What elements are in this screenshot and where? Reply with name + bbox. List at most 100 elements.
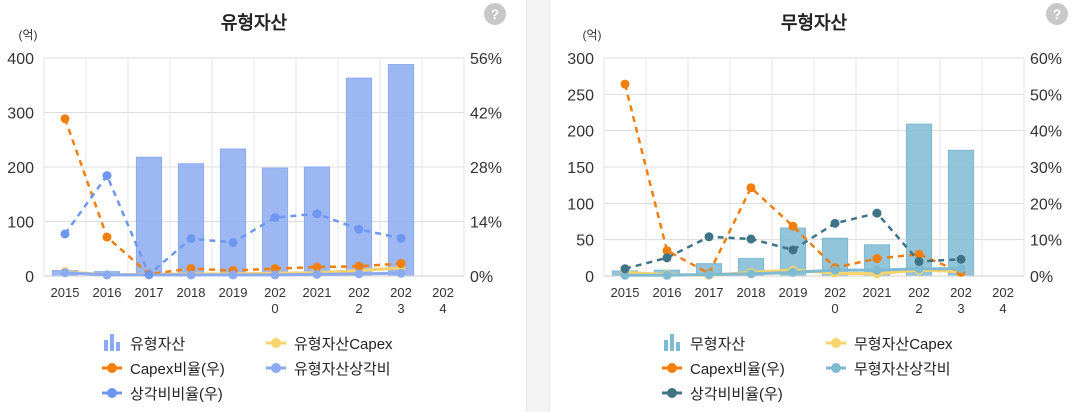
y-right-tick-label: 0% bbox=[1030, 269, 1053, 286]
data-point[interactable] bbox=[396, 259, 406, 269]
data-point[interactable] bbox=[704, 270, 714, 280]
intangible-assets-chart-panel: 무형자산 (억) 0 50 100 150 200 250 300 0% 10% 20% 30% 40% 5… bbox=[550, 0, 1076, 412]
legend-marker-icon bbox=[107, 363, 117, 373]
x-tick-label: 2016 bbox=[93, 285, 122, 300]
data-point[interactable] bbox=[102, 232, 112, 242]
data-point[interactable] bbox=[270, 270, 280, 280]
data-point[interactable] bbox=[354, 224, 364, 234]
legend-label: 유형자산 bbox=[130, 336, 185, 353]
x-tick-label: 2019 bbox=[779, 285, 808, 300]
data-point[interactable] bbox=[662, 253, 672, 263]
bar[interactable] bbox=[303, 166, 331, 277]
data-point[interactable] bbox=[914, 264, 924, 274]
y-tick-label: 100 bbox=[567, 196, 594, 213]
data-point[interactable] bbox=[956, 254, 966, 264]
x-tick-label: 202 2 bbox=[908, 285, 930, 316]
x-tick-label: 2017 bbox=[695, 285, 724, 300]
data-point[interactable] bbox=[788, 221, 798, 231]
data-point[interactable] bbox=[354, 261, 364, 271]
y-tick-label: 200 bbox=[7, 160, 34, 177]
legend-bar-icon bbox=[670, 334, 674, 351]
data-point[interactable] bbox=[228, 238, 238, 248]
data-point[interactable] bbox=[788, 267, 798, 277]
y-right-tick-label: 20% bbox=[1030, 196, 1062, 213]
x-tick-label: 2018 bbox=[737, 285, 766, 300]
data-point[interactable] bbox=[620, 79, 630, 89]
y-tick-label: 300 bbox=[567, 51, 594, 68]
chart-title: 무형자산 bbox=[781, 13, 848, 33]
data-point[interactable] bbox=[186, 234, 196, 244]
data-point[interactable] bbox=[396, 233, 406, 243]
bar[interactable] bbox=[345, 77, 373, 277]
series-line bbox=[623, 83, 962, 276]
x-tick-label: 2021 bbox=[863, 285, 892, 300]
data-point[interactable] bbox=[312, 262, 322, 272]
legend-label: 유형자산상각비 bbox=[294, 361, 391, 378]
x-tick-label: 202 3 bbox=[390, 285, 412, 316]
data-point[interactable] bbox=[746, 269, 756, 279]
legend-item[interactable]: 무형자산 bbox=[664, 334, 745, 353]
data-point[interactable] bbox=[186, 264, 196, 274]
data-point[interactable] bbox=[788, 245, 798, 255]
legend-item[interactable]: 무형자산상각비 bbox=[826, 361, 951, 378]
legend-item[interactable]: Capex비율(우) bbox=[102, 361, 225, 378]
data-point[interactable] bbox=[662, 270, 672, 280]
legend-item[interactable]: 유형자산Capex bbox=[266, 336, 393, 353]
data-point[interactable] bbox=[270, 213, 280, 223]
bar[interactable] bbox=[177, 163, 205, 277]
data-point[interactable] bbox=[620, 264, 630, 274]
legend-marker-icon bbox=[831, 363, 841, 373]
data-point[interactable] bbox=[186, 270, 196, 280]
x-tick-label: 202 4 bbox=[432, 285, 454, 316]
data-point[interactable] bbox=[60, 229, 70, 239]
data-point[interactable] bbox=[914, 256, 924, 266]
data-point[interactable] bbox=[396, 268, 406, 278]
data-point[interactable] bbox=[872, 254, 882, 264]
data-point[interactable] bbox=[620, 270, 630, 280]
data-point[interactable] bbox=[662, 246, 672, 256]
y-right-tick-label: 60% bbox=[1030, 51, 1062, 68]
data-point[interactable] bbox=[312, 269, 322, 279]
data-point[interactable] bbox=[914, 249, 924, 259]
data-point[interactable] bbox=[830, 218, 840, 228]
question-icon[interactable]: ? bbox=[1046, 3, 1068, 25]
data-point[interactable] bbox=[746, 234, 756, 244]
data-point[interactable] bbox=[60, 268, 70, 278]
data-point[interactable] bbox=[872, 208, 882, 218]
y-tick-label: 100 bbox=[7, 215, 34, 232]
y-axis-unit: (억) bbox=[582, 28, 601, 42]
data-point[interactable] bbox=[270, 264, 280, 274]
data-point[interactable] bbox=[354, 269, 364, 279]
legend-item[interactable]: 무형자산Capex bbox=[826, 336, 953, 353]
data-point[interactable] bbox=[60, 114, 70, 124]
bar[interactable] bbox=[135, 156, 163, 277]
data-point[interactable] bbox=[956, 264, 966, 274]
y-tick-label: 150 bbox=[567, 160, 594, 177]
bar[interactable] bbox=[387, 64, 415, 277]
x-tick-label: 2015 bbox=[51, 285, 80, 300]
data-point[interactable] bbox=[102, 270, 112, 280]
data-point[interactable] bbox=[872, 265, 882, 275]
x-tick-label: 202 3 bbox=[950, 285, 972, 316]
y-tick-label: 250 bbox=[567, 87, 594, 104]
y-right-tick-label: 10% bbox=[1030, 233, 1062, 250]
data-point[interactable] bbox=[830, 265, 840, 275]
data-point[interactable] bbox=[102, 171, 112, 181]
data-point[interactable] bbox=[228, 270, 238, 280]
data-point[interactable] bbox=[144, 269, 154, 279]
legend-item[interactable]: 유형자산상각비 bbox=[266, 361, 391, 378]
legend-bar-icon bbox=[676, 342, 680, 351]
y-tick-label: 0 bbox=[585, 269, 594, 286]
y-right-tick-label: 56% bbox=[470, 51, 502, 68]
data-point[interactable] bbox=[746, 183, 756, 193]
legend-item[interactable]: 상각비비율(우) bbox=[102, 386, 223, 403]
legend-item[interactable]: 상각비비율(우) bbox=[662, 386, 783, 403]
legend-item[interactable]: 유형자산 bbox=[104, 334, 185, 353]
data-point[interactable] bbox=[704, 232, 714, 242]
data-point[interactable] bbox=[312, 209, 322, 219]
y-tick-label: 0 bbox=[25, 269, 34, 286]
legend-item[interactable]: Capex비율(우) bbox=[662, 361, 785, 378]
question-icon[interactable]: ? bbox=[484, 3, 506, 25]
y-right-tick-label: 50% bbox=[1030, 87, 1062, 104]
bar[interactable] bbox=[219, 148, 247, 277]
